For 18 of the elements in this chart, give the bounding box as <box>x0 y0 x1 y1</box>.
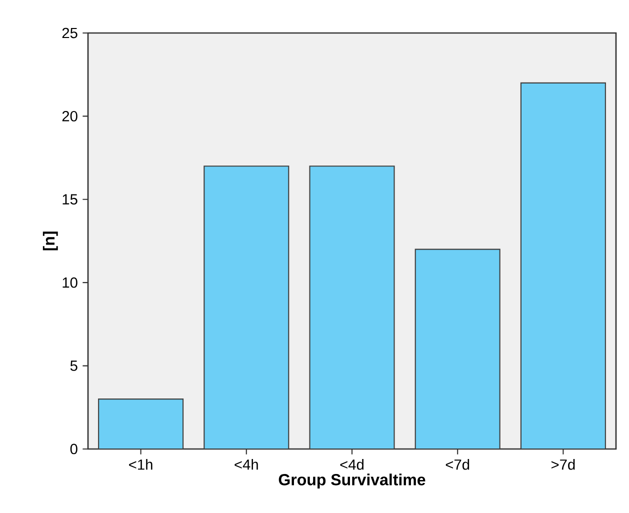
y-tick-label: 20 <box>62 111 78 122</box>
y-axis-title: [n] <box>42 232 58 250</box>
bar <box>520 82 606 449</box>
x-tick-label: >7d <box>551 459 575 470</box>
bar <box>414 248 500 449</box>
y-tick-label: 25 <box>62 28 78 38</box>
x-tick-label: <4h <box>234 459 258 470</box>
y-tick-label: 10 <box>62 277 78 288</box>
y-tick-label: 5 <box>70 360 78 371</box>
bar <box>98 398 184 449</box>
y-tick-label: 0 <box>70 444 78 454</box>
y-tick-label: 15 <box>62 194 78 205</box>
x-axis-title: Group Survivaltime <box>278 474 426 489</box>
bar <box>204 166 290 449</box>
x-tick-label: <4d <box>340 459 364 470</box>
bar <box>309 166 395 449</box>
x-tick-label: <1h <box>129 459 152 470</box>
x-tick-label: <7d <box>446 459 470 470</box>
